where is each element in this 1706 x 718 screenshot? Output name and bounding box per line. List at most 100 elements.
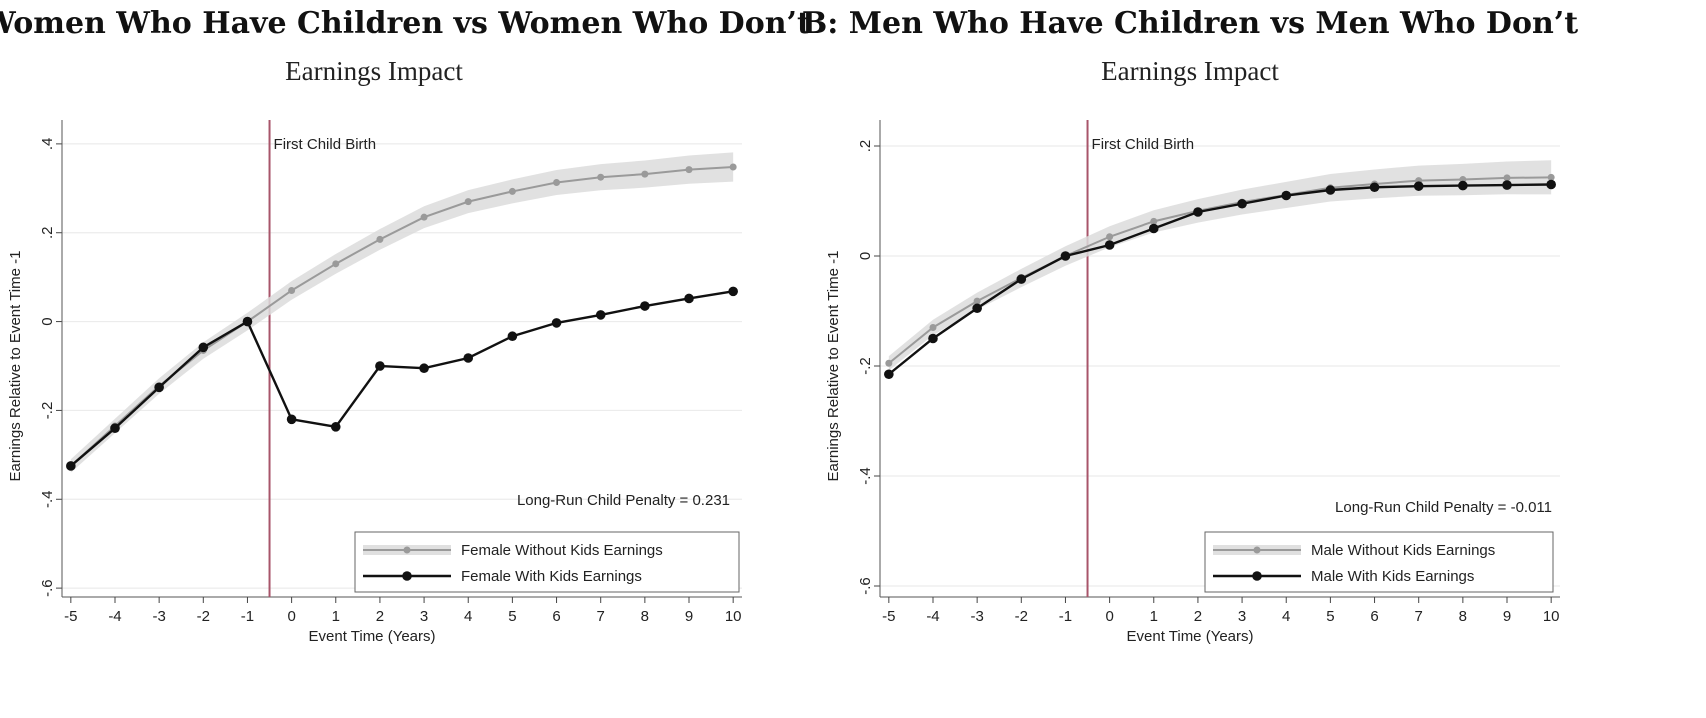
x-tick-label: 7 — [597, 608, 605, 625]
y-tick-label: .2 — [39, 226, 56, 239]
x-tick-label: 3 — [1238, 608, 1246, 625]
x-tick-label: 1 — [1150, 608, 1158, 625]
event-line-label: First Child Birth — [1092, 136, 1195, 153]
penalty-annotation: Long-Run Child Penalty = -0.011 — [1335, 499, 1552, 516]
chart-subtitle: Earnings Impact — [285, 56, 463, 86]
y-tick-label: -.4 — [857, 467, 874, 485]
chart-panel-b: B: Men Who Have Children vs Men Who Don’… — [802, 6, 1578, 645]
x-axis-label: Event Time (Years) — [1127, 628, 1254, 645]
x-tick-label: 3 — [420, 608, 428, 625]
data-point — [1237, 198, 1247, 209]
y-tick-label: -.2 — [857, 357, 874, 375]
x-tick-label: -3 — [152, 608, 165, 625]
y-tick-label: -.4 — [39, 491, 56, 509]
confidence-band — [70, 152, 734, 473]
confidence-band — [888, 160, 1552, 371]
data-point — [884, 369, 894, 380]
x-tick-label: 9 — [1503, 608, 1511, 625]
data-point — [376, 235, 384, 243]
x-tick-label: 8 — [641, 608, 649, 625]
x-tick-label: 6 — [552, 608, 560, 625]
y-axis-label: Earnings Relative to Event Time -1 — [825, 251, 842, 482]
legend-marker — [402, 571, 412, 581]
x-tick-label: 4 — [1282, 608, 1290, 625]
data-point — [1150, 217, 1158, 225]
x-tick-label: 2 — [1194, 608, 1202, 625]
legend-marker — [1253, 546, 1261, 554]
data-point — [1546, 179, 1556, 190]
x-tick-label: -5 — [882, 608, 895, 625]
data-point — [1193, 207, 1203, 217]
data-point — [1458, 180, 1468, 191]
legend: Female Without Kids Earnings Female With … — [354, 531, 740, 593]
y-tick-label: .4 — [39, 138, 56, 151]
data-point — [198, 342, 209, 353]
data-point — [1281, 190, 1292, 201]
data-point — [972, 303, 982, 314]
data-point — [1016, 274, 1027, 284]
data-point — [1060, 251, 1071, 261]
data-point — [419, 363, 429, 374]
x-tick-label: 5 — [1326, 608, 1334, 625]
chart-subtitle: Earnings Impact — [1101, 56, 1279, 86]
event-line-label: First Child Birth — [274, 136, 377, 153]
legend-marker — [1252, 571, 1262, 581]
x-tick-label: 0 — [1105, 608, 1113, 625]
data-point — [684, 293, 694, 304]
data-point — [420, 213, 428, 221]
data-point — [375, 361, 385, 371]
data-point — [110, 423, 120, 433]
data-point — [885, 359, 893, 367]
data-point — [640, 301, 650, 311]
data-point — [1106, 233, 1114, 241]
data-point — [154, 382, 164, 393]
x-tick-label: 8 — [1459, 608, 1467, 625]
data-point — [597, 173, 605, 181]
x-tick-label: -5 — [64, 608, 77, 625]
data-point — [553, 179, 561, 187]
data-point — [1104, 240, 1115, 250]
data-point — [928, 333, 938, 344]
x-tick-label: 0 — [287, 608, 295, 625]
series-line — [888, 176, 1552, 365]
y-axis-label: Earnings Relative to Event Time -1 — [7, 251, 24, 482]
y-tick-label: -.6 — [857, 577, 874, 595]
data-point — [551, 318, 562, 328]
data-point — [286, 414, 297, 425]
data-point — [1547, 173, 1555, 181]
series-line — [70, 290, 734, 467]
y-tick-label: .2 — [857, 140, 874, 153]
chart-panel-a: A: Women Who Have Children vs Women Who … — [0, 6, 811, 645]
chart-title: B: Men Who Have Children vs Men Who Don’… — [802, 6, 1578, 41]
data-point — [685, 166, 693, 174]
y-tick-label: 0 — [39, 317, 56, 325]
data-point — [641, 170, 649, 178]
data-point — [1413, 181, 1424, 191]
legend-box — [354, 531, 740, 593]
x-tick-label: -4 — [926, 608, 939, 625]
legend-label: Male Without Kids Earnings — [1311, 542, 1495, 559]
data-point — [242, 316, 253, 327]
y-tick-label: -.2 — [39, 402, 56, 420]
data-point — [729, 163, 737, 171]
data-point — [728, 286, 738, 297]
x-tick-label: 7 — [1415, 608, 1423, 625]
data-point — [929, 324, 937, 331]
series-1 — [66, 286, 738, 471]
series-line — [888, 183, 1552, 376]
data-point — [507, 331, 518, 342]
data-point — [973, 297, 981, 305]
x-tick-label: 4 — [464, 608, 472, 625]
data-point — [1148, 223, 1159, 234]
data-point — [463, 353, 474, 363]
data-point — [1369, 182, 1380, 193]
x-tick-label: 10 — [725, 608, 742, 625]
legend-label: Female With Kids Earnings — [461, 568, 642, 585]
y-tick-label: 0 — [857, 252, 874, 260]
x-tick-label: -3 — [970, 608, 983, 625]
legend-label: Female Without Kids Earnings — [461, 542, 663, 559]
x-axis-label: Event Time (Years) — [309, 628, 436, 645]
legend-label: Male With Kids Earnings — [1311, 568, 1474, 585]
x-tick-label: -4 — [108, 608, 121, 625]
